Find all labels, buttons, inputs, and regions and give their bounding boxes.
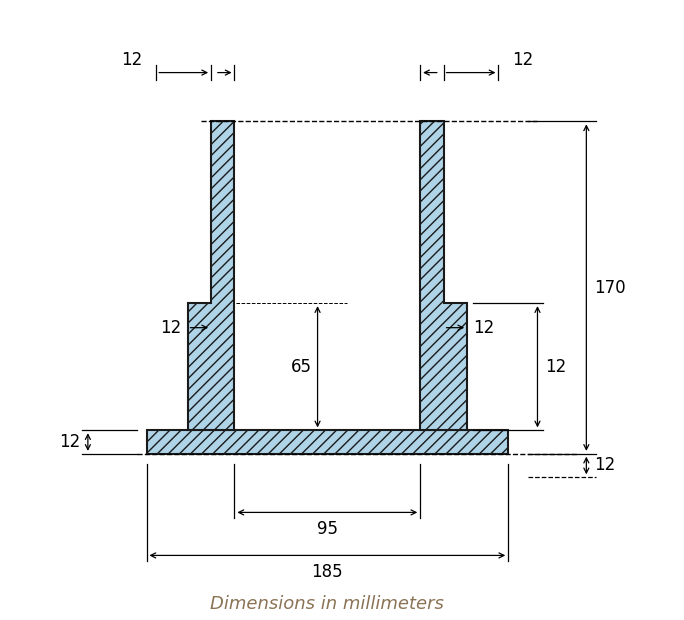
Text: 12: 12 bbox=[512, 51, 534, 69]
Text: 12: 12 bbox=[545, 358, 566, 376]
Text: 12: 12 bbox=[161, 319, 182, 337]
Text: 12: 12 bbox=[594, 456, 616, 474]
Text: 12: 12 bbox=[121, 51, 142, 69]
Text: 12: 12 bbox=[473, 319, 495, 337]
Text: 65: 65 bbox=[291, 358, 312, 376]
Text: 95: 95 bbox=[317, 520, 338, 538]
Text: Dimensions in millimeters: Dimensions in millimeters bbox=[211, 595, 445, 613]
Polygon shape bbox=[187, 122, 235, 430]
Polygon shape bbox=[146, 430, 508, 454]
Polygon shape bbox=[420, 122, 467, 430]
Text: 170: 170 bbox=[594, 278, 626, 296]
Text: 12: 12 bbox=[59, 433, 80, 451]
Text: 185: 185 bbox=[311, 563, 343, 581]
